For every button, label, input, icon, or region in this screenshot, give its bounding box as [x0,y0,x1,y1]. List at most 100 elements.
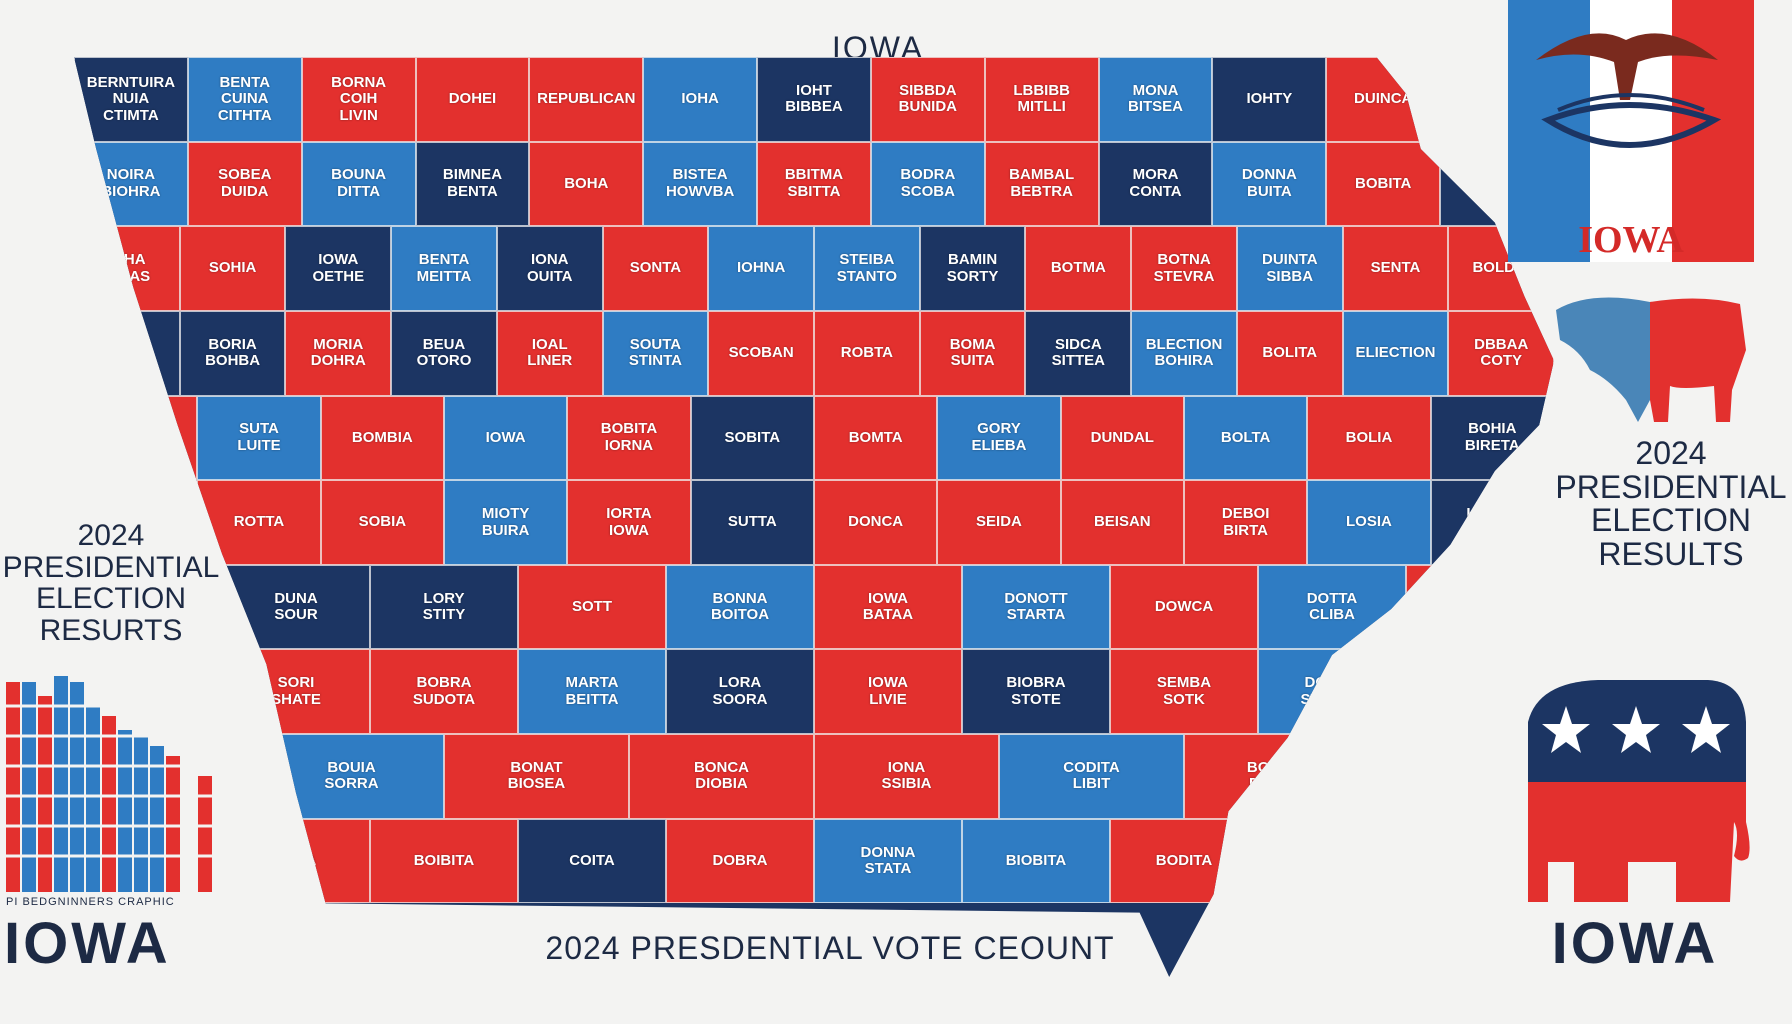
county-grid: BERNTUIRA NUIA CTIMTA BENTA CUINA CITHTA B… [74,57,1554,904]
county: BOUIA SORRA [259,734,444,819]
county: NOIRA BIOHRA [74,141,188,227]
county: LOSIA [1307,480,1431,565]
iowa-flag [1508,0,1754,262]
county: BBITMA SBITTA [757,141,871,227]
county: IOHNA [708,226,815,311]
left-state-label: IOWA [4,911,171,976]
republican-logo [1528,680,1750,902]
county: OIP SUITA [74,395,198,481]
donkey-silhouette [1556,297,1746,422]
county: BODRA SCOBA [870,141,985,227]
county: DONCA [813,480,938,565]
county: BOHA [529,141,644,227]
county: BONCA DIOBIA [629,734,814,819]
county-row: IODIKATSOTABOIBITACOITADOBRADONNA STATAB… [74,818,1554,904]
county: IOWA [443,395,568,481]
county: DONOTT STARTA [962,564,1110,650]
county: SUTA LUITE [197,395,321,481]
county: BODITA [1110,818,1258,904]
flag-label: IOWA [1578,219,1684,261]
county: BONAT BIOSEA [444,734,629,819]
county: COITA [518,818,666,904]
county: IOHT BIBBEA [757,57,871,142]
chart-caption: PI BEDGNINNERS CRAPHIC [6,896,175,908]
county: DONNA BUITA [1212,141,1327,227]
county: BEISAN [1060,480,1184,565]
county: BOLTA [1183,395,1308,481]
county: DOBA [74,310,180,396]
county: BOTMA [1025,226,1132,311]
county-row: BUNBITA MAHONA DUNA SOUR LORY STITY SOTT BON… [74,564,1554,650]
county: SEMBA SOTK [1110,649,1258,735]
county: BORIA BOHBA [179,310,286,396]
county: DOBRA [666,818,814,904]
county: SOUTA STINTA [602,310,709,396]
county: CODITA LIBIT [999,734,1184,819]
county: DONNA STATA [814,818,962,904]
county: IOWA LIVIE [814,649,962,735]
county: SIBBDA BUNIDA [870,57,985,142]
county-row: OIP SUITA SUTA LUITE BOMBIA IOWA BOBITA IORN… [74,395,1554,481]
county: SONTA [602,226,709,311]
county: BENTA CUINA CITHTA [187,57,302,142]
county-row: IOHA UNIAS SOHIA IOWA OETHE BENTA MEITTA ION… [74,226,1554,311]
county: MONA BITSEA [1098,57,1213,142]
county: BLECTION BOHIRA [1131,310,1237,396]
county: SOTA [222,818,370,904]
county: BENTA MEITTA [391,226,497,311]
county: DOTTA CLIBA [1258,564,1406,650]
county: DOITTE STORRA [1258,649,1406,735]
county: BOMA SUITA [919,310,1026,396]
county: IOWA BATAA [814,564,962,650]
county: BAMBAL BEBTRA [984,141,1099,227]
county: MORIA DOHRA [285,310,392,396]
county: SCOBAN [708,310,815,396]
county: BOHIA BIRETA [1430,395,1554,481]
county: MORA CONTA [1098,141,1213,227]
county: DUINTA SIBBA [1236,226,1343,311]
county: GORY ELIEBA [937,395,1061,481]
county: IOWA OETHE [285,226,392,311]
county: BIMNEA BENTA [415,141,530,227]
county-row: BOINTA ROTTA SOBIA MIOTY BUIRA IORTA IOWA SUT… [74,480,1554,565]
county: BOMTA [813,395,938,481]
county: REPUBLICAN [529,57,644,142]
county: SOBEA DUIDA [187,141,302,227]
county: BORNA COIH LIVIN [301,57,416,142]
county-row: NOIRA BIOHRA SOBEA DUIDA BOUNA DITTA BIMNEA… [74,141,1554,227]
county: IONA SSIBIA [814,734,999,819]
logo-label: IOWA [1551,911,1719,976]
county: DOHEI [415,57,530,142]
county: BAMIN SORTY [919,226,1026,311]
county: LBBIBB MITLLI [984,57,1099,142]
county: DOWCA [1110,564,1258,650]
county: BOTNA STEVRA [1131,226,1237,311]
county: BOBITA IORNA [567,395,691,481]
county: DBBAA COTY [1448,310,1554,396]
county: SOHIA [179,226,286,311]
county: IOHTY [1212,57,1327,142]
iowa-map: BERNTUIRA NUIA CTIMTA BENTA CUINA CITHTA B… [74,57,1554,977]
decorative-bars [4,676,228,892]
county: IONA OUITA [496,226,603,311]
county: STEIBA STANTO [814,226,920,311]
county: BOBRA SUDOTA [370,649,518,735]
county: DUNA SOUR [222,564,370,650]
county: BERNTUIRA NUIA CTIMTA [74,57,188,142]
county: BISTEA HOWVBA [643,141,758,227]
county: SENTA [1342,226,1449,311]
county: DUINCA [1326,57,1441,142]
county: ELIECTION [1342,310,1449,396]
county: IOAL LINER [496,310,603,396]
county-row: DOBA BORIA BOHBA MORIA DOHRA BEUA OTORO IOAL… [74,310,1554,396]
county: SOBIA [320,480,444,565]
map-caption: 2024 PRESDENTIAL VOTE CEOUNT [545,930,1115,966]
county: LORY STITY [370,564,518,650]
county: DUNDAL [1060,395,1184,481]
county: MIOTY BUIRA [443,480,568,565]
county: BOBIRA DORBA [1184,734,1369,819]
county: LIMIRA DOBRA [1430,480,1554,565]
county: SEIDA [937,480,1061,565]
county: ROBTA [814,310,920,396]
